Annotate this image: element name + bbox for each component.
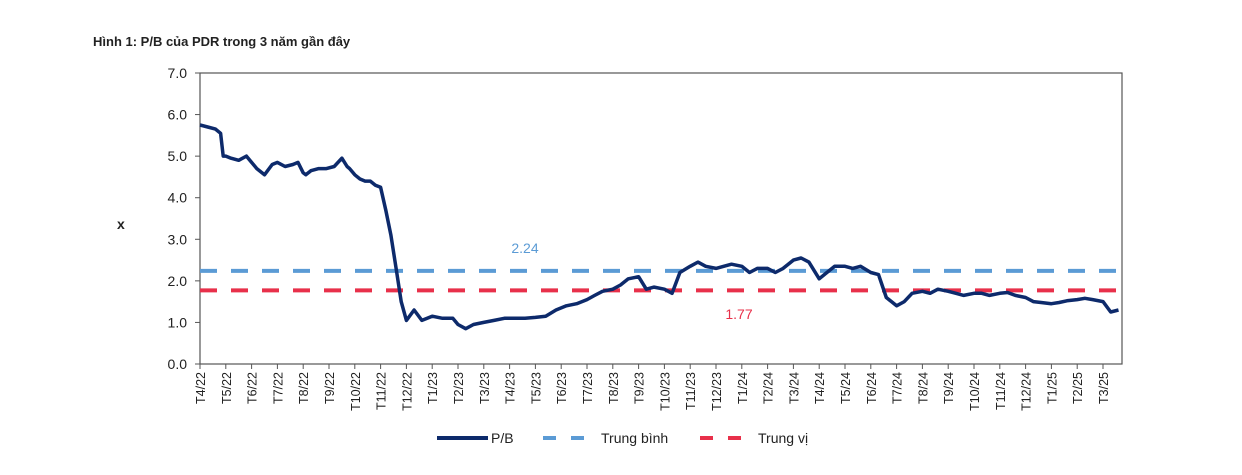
x-tick-label: T10/22 <box>349 372 363 411</box>
legend: P/B Trung bình Trung vị <box>437 430 808 446</box>
median-value-label: 1.77 <box>725 306 752 322</box>
y-tick-label: 2.0 <box>168 273 188 289</box>
y-tick-label: 0.0 <box>168 356 188 372</box>
x-tick-label: T9/23 <box>633 372 647 404</box>
x-tick-label: T12/22 <box>400 372 414 411</box>
x-tick-label: T8/22 <box>297 372 311 404</box>
y-tick-label: 7.0 <box>168 65 188 81</box>
x-tick-label: T8/24 <box>916 372 930 404</box>
legend-mean-label: Trung bình <box>601 430 668 446</box>
x-tick-label: T11/23 <box>684 372 698 410</box>
x-tick-label: T3/23 <box>478 372 492 404</box>
legend-pb-label: P/B <box>491 430 514 446</box>
axes <box>199 72 1123 365</box>
x-tick-label: T9/22 <box>323 372 337 404</box>
chart-title: Hình 1: P/B của PDR trong 3 năm gần đây <box>93 34 351 49</box>
x-tick-label: T2/25 <box>1071 372 1085 404</box>
x-tick-label: T8/23 <box>607 372 621 404</box>
y-tick-label: 6.0 <box>168 107 188 123</box>
legend-median-label: Trung vị <box>758 430 808 446</box>
plot-frame <box>199 72 1123 365</box>
x-tick-label: T10/23 <box>658 372 672 411</box>
x-tick-label: T7/22 <box>271 372 285 404</box>
x-tick-label: T1/23 <box>426 372 440 404</box>
y-axis-label: x <box>117 216 125 232</box>
x-tick-label: T12/24 <box>1020 372 1034 411</box>
x-tick-label: T5/23 <box>529 372 543 404</box>
pb-series-line <box>199 123 1119 331</box>
x-tick-label: T11/22 <box>375 372 389 410</box>
x-tick-label: T3/24 <box>787 372 801 404</box>
x-tick-label: T2/24 <box>762 372 776 404</box>
y-tick-label: 5.0 <box>168 148 188 164</box>
x-tick-label: T6/24 <box>865 372 879 404</box>
x-tick-label: T2/23 <box>452 372 466 404</box>
x-tick-label: T3/25 <box>1097 372 1111 404</box>
x-tick-label: T7/23 <box>581 372 595 404</box>
x-tick-label: T12/23 <box>710 372 724 411</box>
x-tick-label: T1/24 <box>736 372 750 404</box>
x-tick-label: T5/22 <box>220 372 234 404</box>
x-tick-label: T6/22 <box>246 372 260 404</box>
x-tick-label: T6/23 <box>555 372 569 404</box>
y-tick-label: 3.0 <box>168 231 188 247</box>
x-tick-label: T4/22 <box>194 372 208 404</box>
x-tick-label: T11/24 <box>994 372 1008 410</box>
mean-value-label: 2.24 <box>511 240 538 256</box>
x-tick-label: T4/23 <box>504 372 518 404</box>
x-tick-label: T4/24 <box>813 372 827 404</box>
x-tick-label: T9/24 <box>942 372 956 404</box>
y-ticks: 0.0 1.0 2.0 3.0 4.0 5.0 6.0 7.0 <box>168 65 200 372</box>
x-ticks: T4/22 T5/22 T6/22 T7/22 T8/22 T9/22 T10/22 T11/… <box>194 364 1111 411</box>
x-tick-label: T5/24 <box>839 372 853 404</box>
x-tick-label: T10/24 <box>968 372 982 411</box>
x-tick-label: T7/24 <box>891 372 905 404</box>
y-tick-label: 4.0 <box>168 190 188 206</box>
y-tick-label: 1.0 <box>168 314 188 330</box>
x-tick-label: T1/25 <box>1045 372 1059 404</box>
